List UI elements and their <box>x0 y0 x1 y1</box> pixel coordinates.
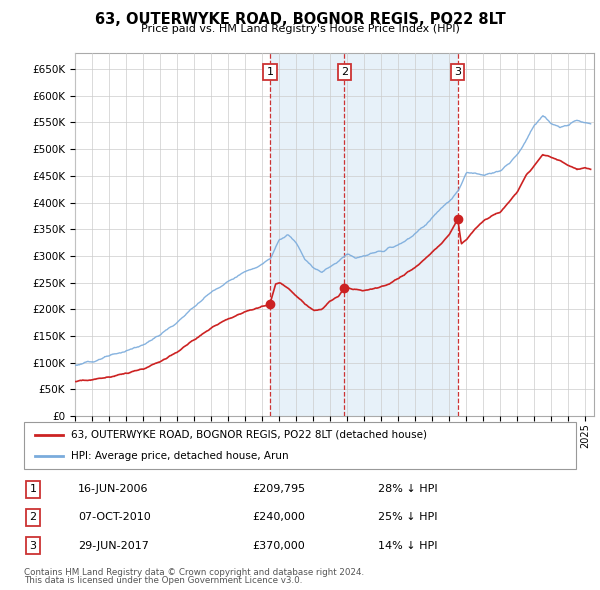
Text: 14% ↓ HPI: 14% ↓ HPI <box>378 541 437 550</box>
Bar <box>270 53 458 416</box>
Text: 2: 2 <box>29 513 37 522</box>
Text: 1: 1 <box>266 67 274 77</box>
Text: HPI: Average price, detached house, Arun: HPI: Average price, detached house, Arun <box>71 451 289 461</box>
Text: £209,795: £209,795 <box>252 484 305 494</box>
Text: 1: 1 <box>29 484 37 494</box>
Text: 07-OCT-2010: 07-OCT-2010 <box>78 513 151 522</box>
Text: £240,000: £240,000 <box>252 513 305 522</box>
Text: This data is licensed under the Open Government Licence v3.0.: This data is licensed under the Open Gov… <box>24 576 302 585</box>
Text: £370,000: £370,000 <box>252 541 305 550</box>
Text: 3: 3 <box>29 541 37 550</box>
Text: 29-JUN-2017: 29-JUN-2017 <box>78 541 149 550</box>
FancyBboxPatch shape <box>24 422 576 469</box>
Text: 2: 2 <box>341 67 348 77</box>
Text: 25% ↓ HPI: 25% ↓ HPI <box>378 513 437 522</box>
Text: Contains HM Land Registry data © Crown copyright and database right 2024.: Contains HM Land Registry data © Crown c… <box>24 568 364 577</box>
Text: 28% ↓ HPI: 28% ↓ HPI <box>378 484 437 494</box>
Text: Price paid vs. HM Land Registry's House Price Index (HPI): Price paid vs. HM Land Registry's House … <box>140 24 460 34</box>
Text: 63, OUTERWYKE ROAD, BOGNOR REGIS, PO22 8LT: 63, OUTERWYKE ROAD, BOGNOR REGIS, PO22 8… <box>95 12 505 27</box>
Text: 63, OUTERWYKE ROAD, BOGNOR REGIS, PO22 8LT (detached house): 63, OUTERWYKE ROAD, BOGNOR REGIS, PO22 8… <box>71 430 427 440</box>
Text: 16-JUN-2006: 16-JUN-2006 <box>78 484 149 494</box>
Text: 3: 3 <box>454 67 461 77</box>
